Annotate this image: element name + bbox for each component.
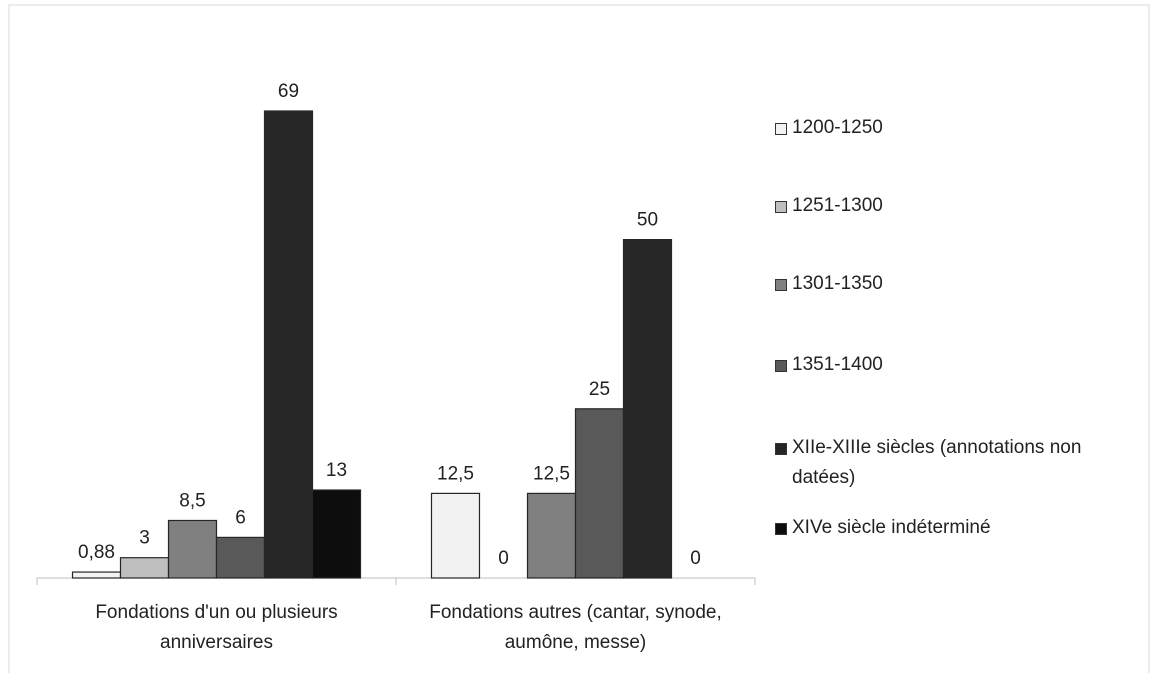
data-label: 25 [589, 379, 610, 400]
legend-item: 1200-1250 [775, 113, 1105, 143]
data-label: 12,5 [437, 463, 474, 484]
legend-label: 1301-1350 [792, 273, 883, 294]
data-label: 8,5 [179, 490, 205, 511]
bar [526, 492, 577, 579]
data-label: 13 [326, 460, 347, 481]
legend-item: 1351-1400 [775, 350, 1105, 380]
legend-swatch [775, 360, 787, 372]
legend-swatch [775, 443, 787, 455]
legend-label: XIVe siècle indéterminé [792, 517, 991, 538]
bar [311, 489, 362, 579]
data-label: 0 [498, 548, 509, 569]
bar [167, 519, 218, 579]
bar [119, 557, 170, 579]
data-label: 69 [278, 81, 299, 102]
data-label: 0 [690, 548, 701, 569]
legend-label: 1200-1250 [792, 117, 883, 138]
legend-swatch [775, 279, 787, 291]
bar [430, 492, 481, 579]
data-label: 3 [139, 528, 150, 549]
bar [215, 536, 266, 579]
data-label: 12,5 [533, 463, 570, 484]
bar [263, 110, 314, 579]
legend-label: 1251-1300 [792, 195, 883, 216]
x-tick-label: Fondations d'un ou plusieurs anniversair… [95, 602, 338, 653]
legend-item: XIIe-XIIIe siècles (annotations non daté… [775, 433, 1105, 493]
x-tick-label: Fondations autres (cantar, synode, aumôn… [429, 602, 722, 653]
bar [574, 408, 625, 579]
bar [622, 238, 673, 579]
legend-swatch [775, 201, 787, 213]
bar [71, 571, 122, 579]
legend-item: 1301-1350 [775, 269, 1105, 299]
legend-label: 1351-1400 [792, 354, 883, 375]
legend-item: 1251-1300 [775, 191, 1105, 221]
legend-swatch [775, 523, 787, 535]
chart-border [8, 4, 1150, 673]
data-label: 50 [637, 210, 658, 231]
data-label: 6 [235, 507, 246, 528]
legend-swatch [775, 123, 787, 135]
data-label: 0,88 [78, 542, 115, 563]
legend-item: XIVe siècle indéterminé [775, 513, 1105, 543]
legend-label: XIIe-XIIIe siècles (annotations non daté… [792, 437, 1082, 488]
